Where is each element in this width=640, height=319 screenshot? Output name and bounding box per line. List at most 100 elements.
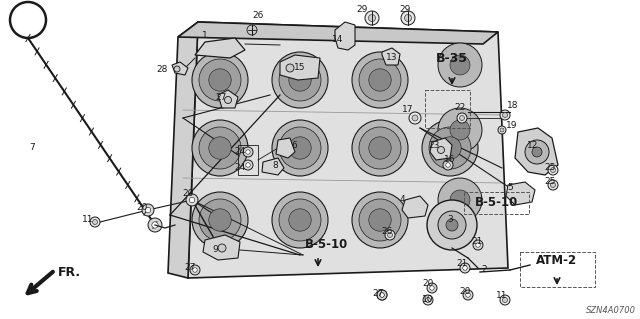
Circle shape: [460, 115, 465, 121]
Text: 7: 7: [29, 144, 35, 152]
Text: 10: 10: [422, 294, 434, 303]
Text: 6: 6: [291, 140, 297, 150]
Polygon shape: [506, 182, 535, 205]
Circle shape: [377, 290, 387, 300]
Bar: [425, 90, 470, 128]
Text: 29: 29: [356, 5, 368, 14]
Text: 19: 19: [506, 122, 518, 130]
Circle shape: [279, 127, 321, 169]
Text: 25: 25: [544, 177, 556, 187]
Text: 29: 29: [399, 5, 411, 14]
Polygon shape: [203, 235, 240, 260]
Circle shape: [192, 192, 248, 248]
Circle shape: [152, 222, 158, 228]
Circle shape: [438, 108, 482, 152]
Text: 20: 20: [460, 287, 470, 296]
Circle shape: [500, 110, 510, 120]
Circle shape: [369, 14, 376, 21]
Text: FR.: FR.: [58, 265, 81, 278]
Circle shape: [423, 295, 433, 305]
Circle shape: [272, 120, 328, 176]
Circle shape: [445, 163, 451, 167]
Circle shape: [199, 127, 241, 169]
Text: 12: 12: [527, 142, 539, 151]
Circle shape: [289, 209, 311, 231]
Text: 26: 26: [381, 227, 393, 236]
Circle shape: [289, 137, 311, 159]
Text: 20: 20: [136, 203, 148, 211]
Text: 26: 26: [252, 11, 264, 19]
Circle shape: [359, 59, 401, 101]
Circle shape: [218, 244, 226, 252]
Circle shape: [427, 200, 477, 250]
Circle shape: [352, 120, 408, 176]
Circle shape: [369, 137, 391, 159]
Circle shape: [550, 167, 556, 173]
Circle shape: [548, 165, 558, 175]
Circle shape: [422, 120, 478, 176]
Text: 20: 20: [182, 189, 194, 197]
Polygon shape: [168, 22, 198, 278]
Bar: [238, 145, 258, 175]
Circle shape: [429, 286, 435, 290]
Circle shape: [190, 265, 200, 275]
Circle shape: [369, 209, 391, 231]
Text: 21: 21: [456, 258, 468, 268]
Circle shape: [429, 127, 471, 169]
Circle shape: [502, 298, 508, 302]
Circle shape: [380, 293, 384, 297]
Polygon shape: [218, 90, 238, 108]
Circle shape: [192, 52, 248, 108]
Circle shape: [548, 180, 558, 190]
Polygon shape: [382, 48, 400, 65]
Circle shape: [199, 199, 241, 241]
Circle shape: [450, 55, 470, 75]
Circle shape: [243, 147, 253, 157]
Circle shape: [142, 204, 154, 216]
Bar: [464, 192, 529, 214]
Text: 27: 27: [372, 288, 384, 298]
Circle shape: [365, 11, 379, 25]
Text: 13: 13: [387, 53, 397, 62]
Circle shape: [286, 64, 294, 72]
Circle shape: [473, 240, 483, 250]
Text: 3: 3: [447, 216, 453, 225]
Text: 11: 11: [496, 292, 508, 300]
Text: 18: 18: [508, 100, 519, 109]
Circle shape: [439, 137, 461, 159]
Circle shape: [438, 146, 445, 153]
Circle shape: [272, 192, 328, 248]
Text: 5: 5: [507, 183, 513, 192]
Text: 21: 21: [471, 238, 483, 247]
Text: 25: 25: [544, 162, 556, 172]
Circle shape: [498, 126, 506, 134]
Circle shape: [246, 150, 250, 154]
Circle shape: [387, 233, 392, 238]
Circle shape: [438, 43, 482, 87]
Text: 27: 27: [184, 263, 196, 271]
Circle shape: [500, 128, 504, 132]
Text: SZN4A0700: SZN4A0700: [586, 306, 636, 315]
Circle shape: [352, 52, 408, 108]
Circle shape: [450, 190, 470, 210]
Polygon shape: [515, 128, 558, 175]
Circle shape: [404, 14, 412, 21]
Circle shape: [446, 219, 458, 231]
Circle shape: [148, 218, 162, 232]
Circle shape: [525, 140, 549, 164]
Circle shape: [93, 219, 97, 225]
Circle shape: [289, 69, 311, 91]
Circle shape: [243, 160, 253, 170]
Text: 16: 16: [444, 155, 456, 165]
Text: 15: 15: [294, 63, 306, 72]
Circle shape: [369, 69, 391, 91]
Text: 20: 20: [422, 278, 434, 287]
Circle shape: [409, 112, 421, 124]
Circle shape: [192, 120, 248, 176]
Circle shape: [438, 178, 482, 222]
Text: 2: 2: [481, 265, 487, 275]
Circle shape: [550, 182, 556, 188]
Text: 1: 1: [202, 31, 208, 40]
Text: 17: 17: [403, 106, 413, 115]
Circle shape: [466, 293, 470, 297]
